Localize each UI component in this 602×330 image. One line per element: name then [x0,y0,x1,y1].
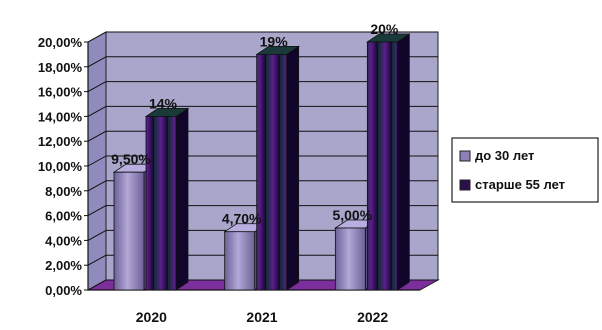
y-tick-label: 16,00% [38,85,83,100]
grid-line-depth [87,56,107,68]
data-label-старше 55 лет-2020: 14% [149,95,178,111]
grid-line-depth [87,155,107,167]
x-tick-label-2020: 2020 [136,309,167,325]
bar-до 30 лет-2021 [224,231,256,291]
x-tick-label-2021: 2021 [246,309,277,325]
bar-старше 55 лет-2020 [145,116,177,291]
legend-label-series-1: до 30 лет [475,148,534,163]
y-tick-label: 14,00% [38,109,83,124]
grid-line-depth [87,105,107,117]
grid-line-depth [87,180,107,192]
x-tick-label-2022: 2022 [357,309,388,325]
bar-старше 55 лет-2021 [256,54,288,291]
y-tick-label: 18,00% [38,60,83,75]
grid-line-depth [87,279,107,291]
legend-swatch-series-1 [459,150,471,162]
bar-side-старше 55 лет-2020 [175,107,189,291]
data-label-до 30 лет-2021: 4,70% [222,211,262,227]
bars [112,33,411,291]
bar-side-старше 55 лет-2022 [396,33,410,291]
y-tick-label: 20,00% [38,35,83,50]
bar-до 30 лет-2022 [334,227,366,291]
y-tick-label: 10,00% [38,159,83,174]
grid-line-depth [87,229,107,241]
legend: до 30 лет старше 55 лет [451,137,599,203]
data-label-старше 55 лет-2021: 19% [260,33,289,49]
data-label-старше 55 лет-2022: 20% [370,21,399,37]
data-label-до 30 лет-2020: 9,50% [111,151,151,167]
grid-line-depth [87,205,107,217]
grid-line-depth [87,81,107,93]
grid-line-depth [87,130,107,142]
grid-line-depth [87,31,107,43]
x-axis: 2020 2021 2022 [136,309,389,325]
legend-label-series-2: старше 55 лет [475,177,565,192]
y-tick-label: 12,00% [38,134,83,149]
y-tick-label: 2,00% [45,258,82,273]
y-tick-label: 6,00% [45,209,82,224]
bar-до 30 лет-2020 [113,171,145,291]
bar-side-старше 55 лет-2021 [286,45,300,291]
data-label-до 30 лет-2022: 5,00% [332,207,372,223]
bar-старше 55 лет-2022 [366,41,398,291]
data-labels: 9,50% 14% 4,70% 19% 5,00% 20% [111,21,399,227]
grid-line-depth [87,254,107,266]
y-tick-label: 0,00% [45,283,82,298]
legend-box [451,137,599,203]
legend-swatch-series-2 [459,179,471,191]
y-tick-label: 4,00% [45,233,82,248]
y-tick-label: 8,00% [45,184,82,199]
